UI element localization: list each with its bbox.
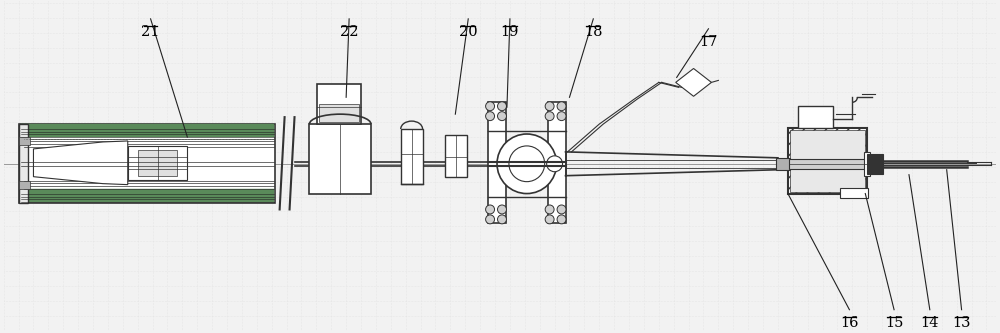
- Text: 20: 20: [459, 25, 478, 39]
- Bar: [776, 158, 790, 170]
- Bar: [319, 104, 359, 122]
- Circle shape: [486, 215, 495, 224]
- Bar: [488, 102, 506, 223]
- Circle shape: [486, 205, 495, 214]
- Bar: [21, 124, 274, 137]
- Circle shape: [509, 146, 545, 182]
- Circle shape: [557, 112, 566, 121]
- Circle shape: [498, 102, 506, 111]
- Circle shape: [498, 205, 506, 214]
- Bar: [317, 84, 361, 124]
- Circle shape: [545, 205, 554, 214]
- Bar: [445, 135, 467, 177]
- Bar: [840, 187, 868, 197]
- Bar: [19, 124, 28, 203]
- Bar: [19, 181, 30, 188]
- Circle shape: [486, 102, 495, 111]
- Circle shape: [498, 112, 506, 121]
- Bar: [128, 146, 187, 180]
- Text: 21: 21: [141, 25, 160, 39]
- Text: 16: 16: [840, 316, 859, 330]
- Text: 14: 14: [921, 316, 939, 330]
- Polygon shape: [33, 141, 128, 184]
- Bar: [789, 159, 867, 169]
- Text: 22: 22: [340, 25, 358, 39]
- Bar: [790, 130, 865, 191]
- Text: 13: 13: [952, 316, 971, 330]
- Circle shape: [545, 112, 554, 121]
- Bar: [19, 137, 30, 145]
- Bar: [138, 150, 177, 176]
- Bar: [798, 106, 833, 128]
- Circle shape: [557, 102, 566, 111]
- Circle shape: [545, 102, 554, 111]
- Text: 15: 15: [885, 316, 903, 330]
- Circle shape: [486, 112, 495, 121]
- Circle shape: [497, 134, 557, 193]
- Bar: [21, 188, 274, 201]
- Bar: [309, 124, 371, 193]
- Text: 19: 19: [501, 25, 519, 39]
- Circle shape: [557, 215, 566, 224]
- Circle shape: [547, 156, 563, 172]
- Circle shape: [545, 215, 554, 224]
- Bar: [548, 102, 566, 223]
- Text: 18: 18: [584, 25, 603, 39]
- Text: 17: 17: [699, 35, 718, 49]
- Polygon shape: [676, 69, 711, 96]
- Circle shape: [557, 205, 566, 214]
- Bar: [864, 152, 870, 176]
- Bar: [19, 124, 275, 203]
- Circle shape: [498, 215, 506, 224]
- Bar: [788, 128, 867, 193]
- Bar: [867, 154, 883, 174]
- Bar: [401, 129, 423, 183]
